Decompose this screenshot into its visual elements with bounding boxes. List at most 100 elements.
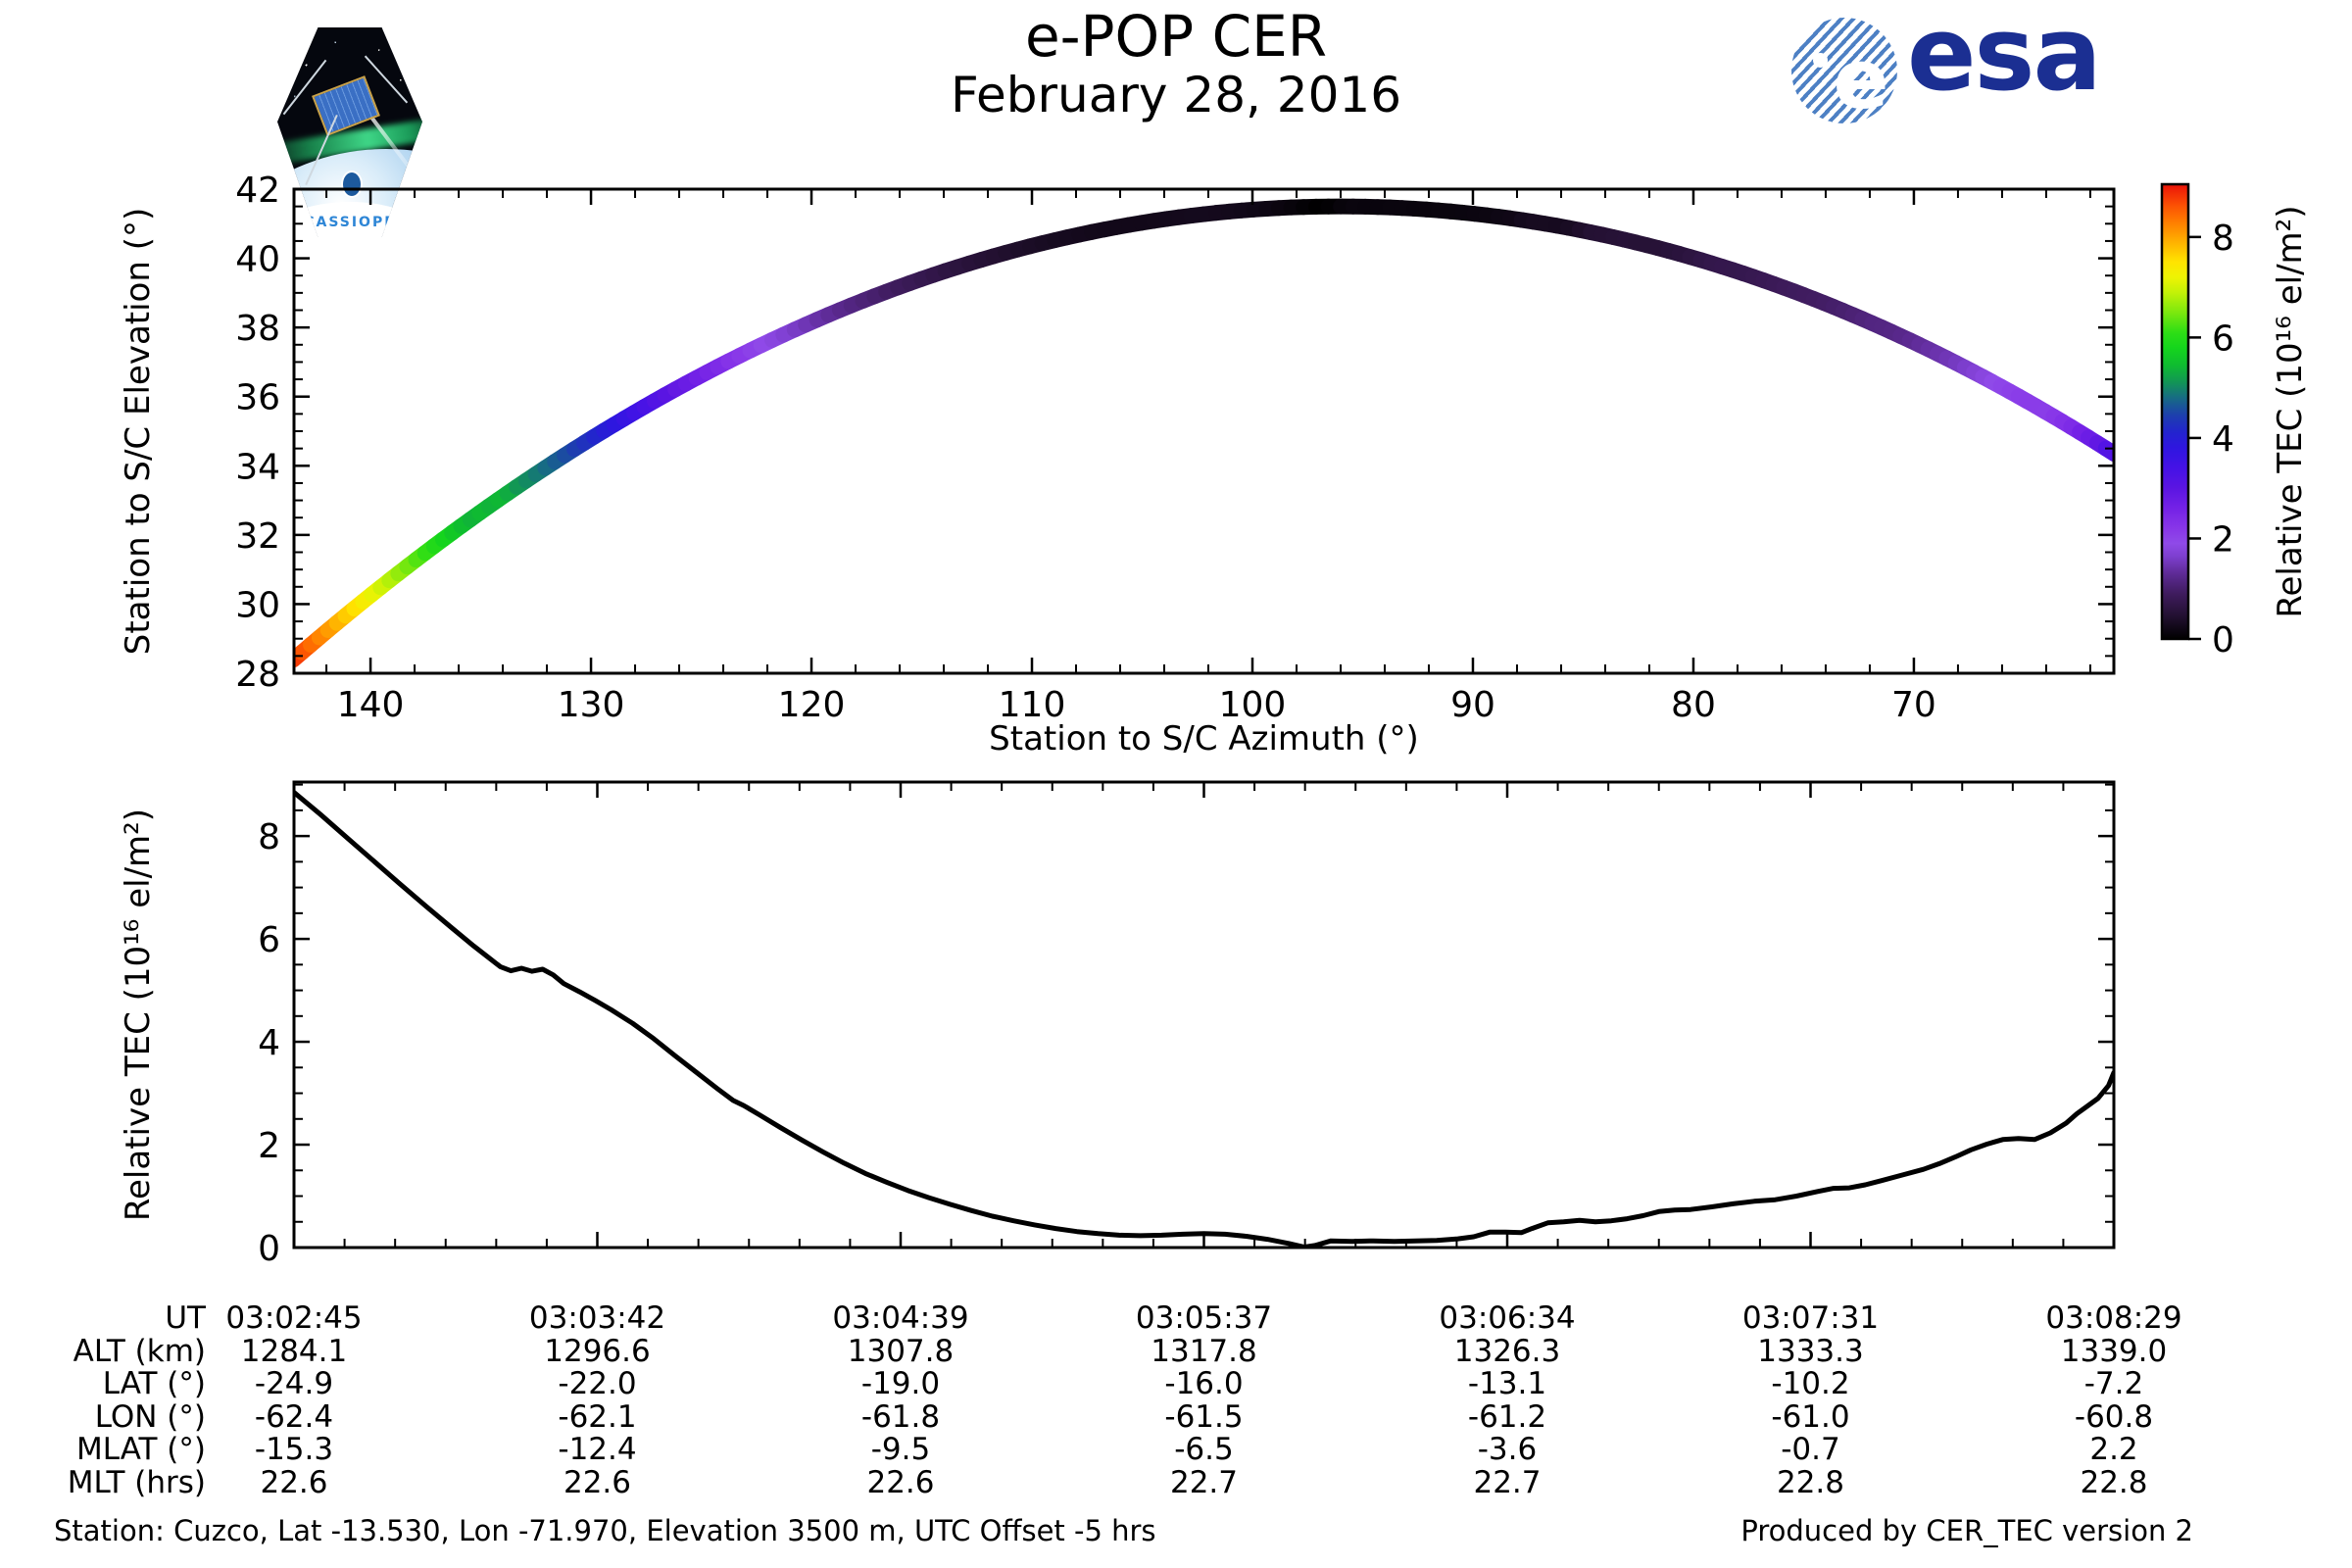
table-row: MLAT (°) -15.3 -12.4 -9.5 -6.5 -3.6 -0.7 2.2 xyxy=(0,1433,2352,1466)
page-title: e-POP CER xyxy=(1024,3,1328,70)
table-cell: 22.6 xyxy=(260,1465,328,1500)
axis-text: 130 xyxy=(558,685,625,725)
axis-text: 8 xyxy=(258,817,280,858)
table-cell: 1284.1 xyxy=(240,1333,348,1369)
table-cell: -10.2 xyxy=(1771,1366,1850,1402)
table-cell: -22.0 xyxy=(558,1366,637,1402)
table-cell: -6.5 xyxy=(1174,1432,1234,1468)
tec-colorbar: 0 2 4 6 8 Relative TEC (10¹⁶ el/m²) xyxy=(2160,182,2310,661)
axis-text: 0 xyxy=(2212,620,2234,661)
colorbar-gradient xyxy=(2160,182,2190,641)
table-cell: 1339.0 xyxy=(2060,1333,2168,1369)
axis-text: 34 xyxy=(235,447,280,487)
axis-text: 2 xyxy=(258,1126,280,1166)
table-cell: 1326.3 xyxy=(1453,1333,1561,1369)
axis-text: 42 xyxy=(235,171,280,211)
cassiope-label: CASSIOPE xyxy=(304,215,396,230)
table-cell: -15.3 xyxy=(254,1432,334,1468)
axis-text: 28 xyxy=(235,655,280,695)
table-cell: -62.1 xyxy=(558,1398,637,1435)
axis-text: 36 xyxy=(235,378,280,418)
table-cell: 2.2 xyxy=(2089,1432,2138,1468)
axis-text: Station to S/C Azimuth (°) xyxy=(989,719,1419,759)
table-cell: -12.4 xyxy=(558,1432,637,1468)
table-row: LON (°) -62.4 -62.1 -61.8 -61.5 -61.2 -61.0 -60… xyxy=(0,1400,2352,1434)
table-cell: 22.7 xyxy=(1473,1465,1542,1500)
axis-text: Relative TEC (10¹⁶ el/m²) xyxy=(119,808,158,1221)
table-cell: -61.8 xyxy=(860,1398,941,1435)
table-row-label: ALT (km) xyxy=(73,1333,206,1369)
axis-text: 30 xyxy=(235,585,280,625)
axis-text: 0 xyxy=(258,1229,280,1269)
table-row-label: LON (°) xyxy=(94,1398,206,1435)
axis-text: 120 xyxy=(778,685,846,725)
table-cell: -62.4 xyxy=(254,1398,334,1435)
table-row: ALT (km) 1284.1 1296.6 1307.8 1317.8 1326.3 13… xyxy=(0,1335,2352,1368)
table-cell: -24.9 xyxy=(254,1366,334,1402)
axis-text: 4 xyxy=(258,1023,280,1063)
table-cell: -0.7 xyxy=(1781,1432,1840,1468)
table-row: LAT (°) -24.9 -22.0 -19.0 -16.0 -13.1 -10.2 -7.… xyxy=(0,1367,2352,1400)
table-cell: -7.2 xyxy=(2083,1366,2144,1402)
axis-text: 32 xyxy=(235,516,280,557)
table-row: UT 03:02:45 03:03:42 03:04:39 03:05:37 03:06:… xyxy=(0,1301,2352,1335)
table-cell: 03:08:29 xyxy=(2045,1300,2182,1336)
axis-text: 2 xyxy=(2212,519,2234,560)
esa-globe-dot xyxy=(1813,53,1828,68)
table-cell: 03:05:37 xyxy=(1135,1300,1273,1336)
table-cell: 1333.3 xyxy=(1757,1333,1864,1369)
axis-text: 140 xyxy=(337,685,405,725)
tec-colored-track xyxy=(295,198,2113,667)
table-cell: -61.0 xyxy=(1771,1398,1850,1435)
axis-text: Station to S/C Elevation (°) xyxy=(119,208,158,655)
axis-text: 100 xyxy=(1219,685,1287,725)
table-cell: -9.5 xyxy=(870,1432,931,1468)
agency-oval-icon xyxy=(341,170,364,198)
axis-text: 80 xyxy=(1671,685,1716,725)
elevation-azimuth-plot: 140 130 120 110 100 90 80 70 28 30 32 34 36 38 40 42 Sta… xyxy=(119,171,2116,759)
table-cell: 22.6 xyxy=(866,1465,935,1500)
table-cell: 03:03:42 xyxy=(528,1300,666,1336)
axis-text: 40 xyxy=(235,240,280,280)
axis-text: 6 xyxy=(2212,318,2234,359)
table-cell: -3.6 xyxy=(1477,1432,1538,1468)
axis-text: Relative TEC (10¹⁶ el/m²) xyxy=(2271,205,2310,617)
table-cell: 1296.6 xyxy=(544,1333,651,1369)
table-cell: 03:04:39 xyxy=(832,1300,969,1336)
axis-text: 38 xyxy=(235,309,280,349)
table-cell: 22.8 xyxy=(2080,1465,2148,1500)
axis-text: 8 xyxy=(2212,219,2234,259)
table-cell: 03:07:31 xyxy=(1741,1300,1880,1336)
table-cell: -61.2 xyxy=(1467,1398,1547,1435)
table-cell: -60.8 xyxy=(2074,1398,2154,1435)
table-cell: 03:06:34 xyxy=(1439,1300,1576,1336)
table-row-label: LAT (°) xyxy=(102,1366,206,1402)
table-row: MLT (hrs) 22.6 22.6 22.6 22.7 22.7 22.8 22.8 xyxy=(0,1466,2352,1499)
table-cell: 22.8 xyxy=(1776,1465,1845,1500)
table-cell: 03:02:45 xyxy=(225,1300,363,1336)
esa-globe-letter: e xyxy=(1833,31,1889,123)
table-cell: 1317.8 xyxy=(1151,1333,1257,1369)
axis-text: 110 xyxy=(999,685,1066,725)
top-plot-frame xyxy=(292,187,2116,675)
tec-timeseries-plot: 0 2 4 6 8 Relative TEC (10¹⁶ el/m²) xyxy=(119,780,2116,1269)
page-subtitle-date: February 28, 2016 xyxy=(950,67,1402,123)
table-cell: 22.7 xyxy=(1169,1465,1239,1500)
axis-text: 4 xyxy=(2212,419,2234,460)
bottom-plot-frame xyxy=(292,780,2116,1250)
table-cell: -13.1 xyxy=(1467,1366,1547,1402)
table-cell: 22.6 xyxy=(563,1465,632,1500)
esa-logo: e esa xyxy=(1791,0,2203,128)
table-cell: -61.5 xyxy=(1164,1398,1244,1435)
tec-curve xyxy=(295,790,2113,1247)
cassiope-mission-patch: CASSIOPE xyxy=(272,23,427,242)
axis-text: 70 xyxy=(1891,685,1936,725)
table-row-label: MLAT (°) xyxy=(75,1432,206,1468)
table-row-label: MLT (hrs) xyxy=(67,1465,206,1500)
esa-wordmark: esa xyxy=(1907,0,2102,114)
esa-globe-icon: e xyxy=(1791,18,1897,123)
station-info-text: Station: Cuzco, Lat -13.530, Lon -71.970… xyxy=(54,1514,1156,1547)
axis-text: 90 xyxy=(1450,685,1495,725)
table-cell: -19.0 xyxy=(860,1366,941,1402)
